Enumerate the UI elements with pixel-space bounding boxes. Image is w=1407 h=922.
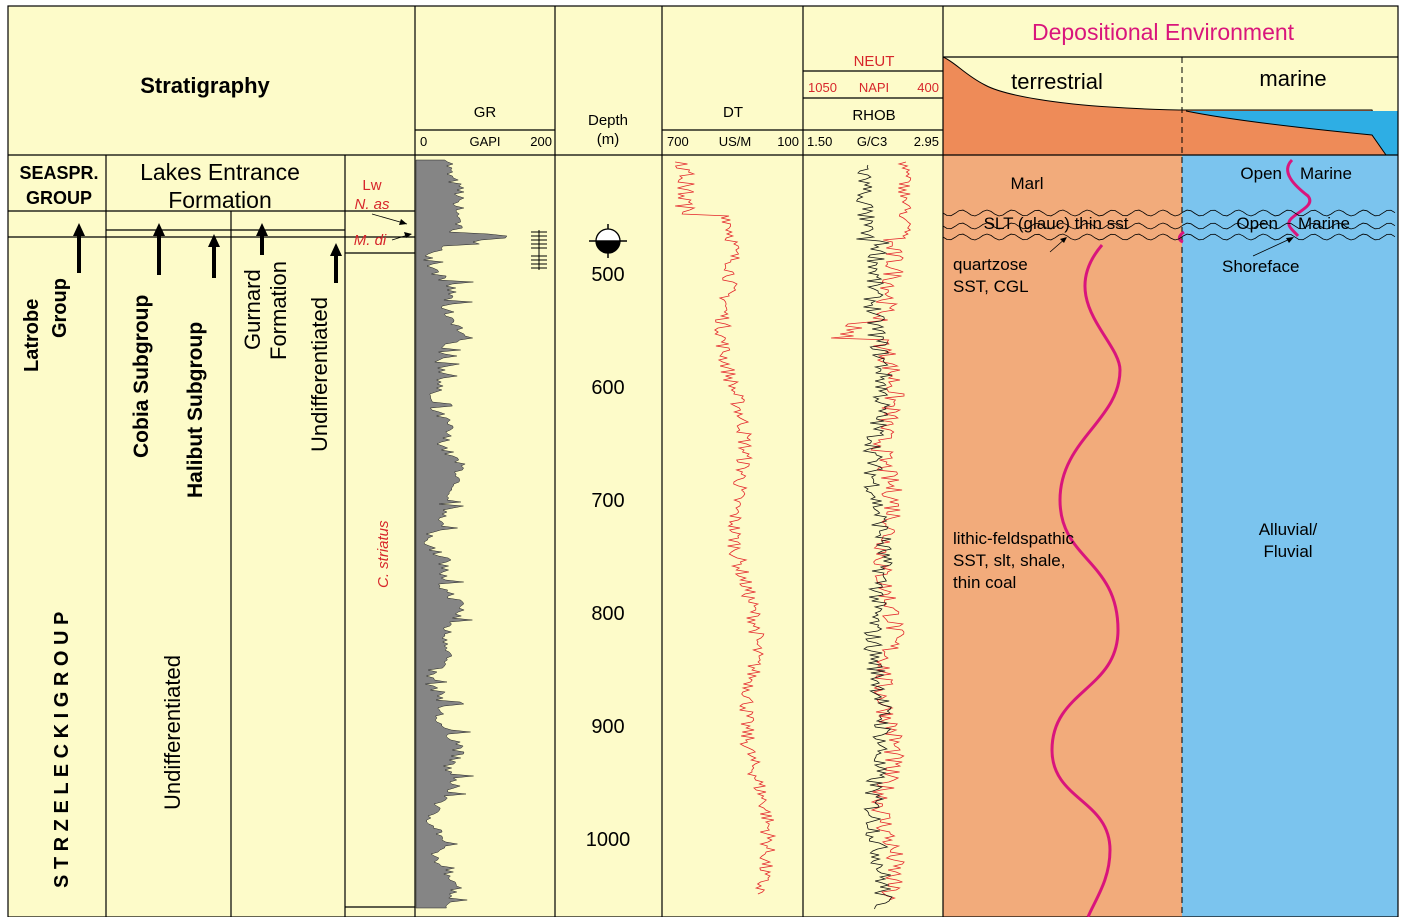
- gr-scale-left: 0: [420, 134, 427, 149]
- halibut-subgroup-label: Halibut Subgroup: [184, 322, 207, 498]
- stratigraphy-title: Stratigraphy: [140, 73, 270, 98]
- coastal-profile: [942, 56, 1387, 156]
- biozone-c-striatus: C. striatus: [375, 520, 392, 588]
- seaspray-label-line2: GROUP: [26, 188, 92, 208]
- slt-pointer-arrow: [1049, 237, 1067, 253]
- gurnard-label-line2: Formation: [266, 261, 291, 360]
- unconformity-line-middle: [942, 222, 1396, 230]
- depth-scale: 500 600 700 800 900 1000: [586, 264, 631, 851]
- grid-lines: [7, 5, 1399, 918]
- lith-slt: SLT (glauc) thin sst: [984, 214, 1129, 233]
- core-sample-ticks: [531, 230, 547, 270]
- env-alluvial-line2: Fluvial: [1263, 542, 1312, 561]
- lith-marl: Marl: [1010, 174, 1043, 193]
- terrestrial-zone: [943, 155, 1182, 917]
- seaspray-label-line1: SEASPR.: [19, 163, 98, 183]
- depositional-environment-title: Depositional Environment: [1032, 19, 1295, 45]
- depth-unit: (m): [597, 131, 620, 148]
- depth-track-name: Depth: [588, 112, 628, 129]
- depth-tick-500: 500: [591, 264, 624, 286]
- neut-log-curve: [831, 161, 912, 901]
- unit-arrows: [73, 223, 342, 283]
- well-symbol-icon: [589, 224, 627, 258]
- dt-scale-left: 700: [667, 134, 689, 149]
- lakes-entrance-line2: Formation: [168, 187, 272, 213]
- biozone-m-di: M. di: [354, 232, 387, 249]
- biozone-n-as: N. as: [354, 196, 390, 213]
- depth-tick-800: 800: [591, 603, 624, 625]
- shoreface-pointer-arrow: [1252, 237, 1294, 257]
- log-background: [8, 6, 943, 917]
- lith-quartzose-line2: SST, CGL: [953, 277, 1029, 296]
- gurnard-label-line1: Gurnard: [240, 269, 265, 350]
- rhob-unit: G/C3: [857, 134, 887, 149]
- rhob-scale-right: 2.95: [914, 134, 939, 149]
- unconformity-line-upper: [942, 209, 1396, 217]
- terrestrial-label: terrestrial: [1011, 69, 1103, 94]
- lakes-entrance-line1: Lakes Entrance: [140, 159, 300, 185]
- neut-scale-left: 1050: [808, 80, 837, 95]
- neut-scale-right: 400: [917, 80, 939, 95]
- marine-label: marine: [1259, 66, 1326, 91]
- lith-quartzose-line1: quartzose: [953, 255, 1028, 274]
- sea-water: [1186, 111, 1398, 155]
- dt-unit: US/M: [719, 134, 752, 149]
- latrobe-label-line1: Latrobe: [21, 299, 43, 372]
- gr-track-name: GR: [474, 104, 497, 121]
- depth-tick-600: 600: [591, 377, 624, 399]
- strzelecki-group-label: S T R Z E L E C K I G R O U P: [51, 612, 73, 888]
- gr-log-curve: [415, 159, 508, 909]
- env-open-marine-lower-b: Marine: [1298, 214, 1350, 233]
- lith-lithic-line1: lithic-feldspathic: [953, 529, 1074, 548]
- undifferentiated-label-lower: Undifferentiated: [160, 655, 185, 810]
- cobia-subgroup-label: Cobia Subgroup: [130, 295, 153, 458]
- latrobe-label-line2: Group: [49, 278, 71, 338]
- marine-zone: [1182, 155, 1398, 917]
- biozone-pointer-arrows: [371, 213, 412, 241]
- lith-lithic-line2: SST, slt, shale,: [953, 551, 1065, 570]
- depth-tick-900: 900: [591, 716, 624, 738]
- trend-curve-main: [1050, 244, 1122, 918]
- neut-unit: NAPI: [859, 80, 889, 95]
- trend-curve-marine: [1286, 158, 1312, 237]
- env-alluvial-line1: Alluvial/: [1259, 520, 1318, 539]
- rhob-track-name: RHOB: [852, 107, 895, 124]
- undifferentiated-label-upper: Undifferentiated: [307, 297, 332, 452]
- dt-scale-right: 100: [777, 134, 799, 149]
- gr-scale-right: 200: [530, 134, 552, 149]
- biozone-lw: Lw: [362, 177, 381, 194]
- env-open-marine-upper-a: Open: [1240, 164, 1282, 183]
- gr-unit: GAPI: [469, 134, 500, 149]
- env-shoreface: Shoreface: [1222, 257, 1300, 276]
- unconformity-line-lower: [942, 233, 1396, 241]
- seabed-line: [1185, 110, 1387, 156]
- rhob-scale-left: 1.50: [807, 134, 832, 149]
- neut-track-name: NEUT: [854, 53, 895, 70]
- trend-curve-shift: [1177, 230, 1185, 244]
- dt-track-name: DT: [723, 104, 743, 121]
- env-open-marine-upper-b: Marine: [1300, 164, 1352, 183]
- dt-log-curve: [674, 161, 777, 895]
- env-open-marine-lower-a: Open: [1236, 214, 1278, 233]
- lith-lithic-line3: thin coal: [953, 573, 1016, 592]
- depth-tick-1000: 1000: [586, 829, 631, 851]
- depth-tick-700: 700: [591, 490, 624, 512]
- rhob-log-curve: [855, 164, 893, 910]
